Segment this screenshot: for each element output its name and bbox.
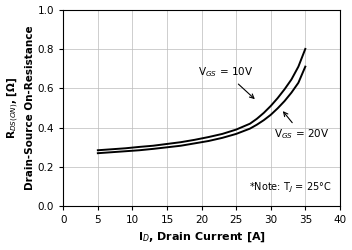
- X-axis label: I$_D$, Drain Current [A]: I$_D$, Drain Current [A]: [138, 231, 265, 244]
- Text: V$_{GS}$ = 20V: V$_{GS}$ = 20V: [274, 112, 329, 142]
- Text: *Note: T$_J$ = 25°C: *Note: T$_J$ = 25°C: [249, 180, 332, 194]
- Text: V$_{GS}$ = 10V: V$_{GS}$ = 10V: [198, 66, 254, 98]
- Y-axis label: R$_{DS(ON)}$, [Ω]
Drain-Source On-Resistance: R$_{DS(ON)}$, [Ω] Drain-Source On-Resist…: [6, 26, 35, 190]
